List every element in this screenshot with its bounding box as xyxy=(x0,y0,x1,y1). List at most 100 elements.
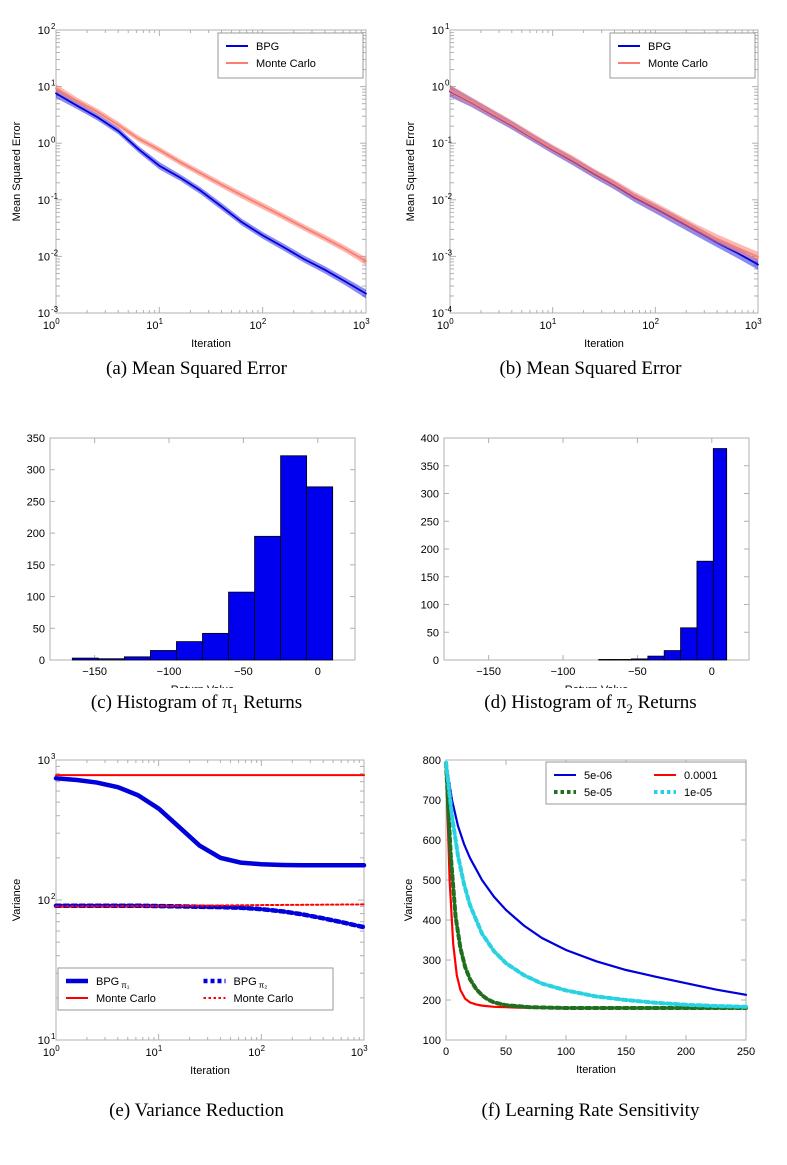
histogram-bar xyxy=(696,560,714,661)
y-tick-label: 350 xyxy=(421,461,439,473)
svg-text:10: 10 xyxy=(38,308,50,320)
x-axis-label: Return Value xyxy=(565,684,628,688)
x-tick-label: −50 xyxy=(234,666,253,678)
svg-text:-2: -2 xyxy=(445,192,452,201)
tick-label: 10 3 xyxy=(353,317,370,332)
y-tick-label: 0 xyxy=(39,655,45,667)
svg-text:3: 3 xyxy=(363,1044,368,1053)
confidence-band xyxy=(56,88,366,299)
tick-label: 10 -4 xyxy=(432,305,453,320)
svg-text:10: 10 xyxy=(353,320,365,332)
data-line xyxy=(444,761,748,1010)
svg-text:3: 3 xyxy=(757,317,762,326)
legend-label: BPG xyxy=(96,976,119,988)
svg-text:0: 0 xyxy=(445,79,450,88)
tick-label: 10 3 xyxy=(38,752,56,767)
plot-d: −150 −100 −50 0 0 50 100 150 200 250 300 350 400 Retu… xyxy=(421,433,750,688)
series-monte-carlo xyxy=(55,903,365,908)
svg-text:2: 2 xyxy=(262,317,266,326)
histogram-bar xyxy=(123,656,151,661)
plot-a: 10 0 10 1 10 2 10 310 -310 -210 -110 010 110 2Iterati… xyxy=(11,22,370,350)
legend-box xyxy=(57,967,334,1011)
x-tick-label: −150 xyxy=(82,666,107,678)
legend-label: BPG xyxy=(648,41,671,53)
data-line xyxy=(444,760,748,1009)
plot-e: 10 0 10 1 10 2 10 310 110 210 3IterationVarianceBP… xyxy=(11,752,368,1077)
tick-label: 10 0 xyxy=(38,135,56,150)
histogram-bars xyxy=(598,448,728,661)
panel-e: 10 0 10 1 10 2 10 3 10 1 10 2 10 3 Iteration Variance BP… xyxy=(0,740,393,1165)
y-tick-label: 300 xyxy=(421,489,439,501)
caption-c-pi: π xyxy=(222,692,232,713)
svg-text:10: 10 xyxy=(432,308,444,320)
tick-label: 10 2 xyxy=(642,317,659,332)
legend-label-sub: π₂ xyxy=(259,981,268,990)
svg-text:10: 10 xyxy=(43,320,55,332)
series-monte-carlo xyxy=(449,84,759,262)
y-tick-label: 700 xyxy=(423,795,441,807)
caption-c-post: Returns xyxy=(238,692,303,713)
legend-box xyxy=(545,761,747,805)
legend-label: Monte Carlo xyxy=(648,58,708,70)
legend-label-sub: π₁ xyxy=(121,981,130,990)
svg-text:10: 10 xyxy=(250,320,262,332)
y-tick-label: 350 xyxy=(27,433,45,445)
plot-b: 10 0 10 1 10 2 10 310 -410 -310 -210 -110 010 1Iterat… xyxy=(405,22,762,350)
histogram-bar xyxy=(71,657,99,661)
series-bpg--- xyxy=(53,776,367,868)
y-tick-label: 200 xyxy=(421,544,439,556)
svg-text:10: 10 xyxy=(38,195,50,207)
histogram-bar xyxy=(176,641,203,661)
x-axis-label: Iteration xyxy=(190,1065,230,1077)
x-tick-label: 250 xyxy=(737,1046,755,1058)
series-monte-carlo xyxy=(55,84,367,266)
caption-b-prefix: (b) xyxy=(499,358,522,379)
y-tick-label: 250 xyxy=(27,496,45,508)
svg-text:10: 10 xyxy=(38,895,50,907)
caption-f-prefix: (f) xyxy=(481,1100,501,1121)
svg-text:-4: -4 xyxy=(445,305,453,314)
tick-label: 10 1 xyxy=(38,79,56,94)
caption-d-pi: π xyxy=(616,692,627,713)
caption-c-pre: Histogram of xyxy=(116,692,223,713)
tick-label: 10 3 xyxy=(745,317,762,332)
histogram-bar xyxy=(631,658,649,661)
x-tick-label: 0 xyxy=(443,1046,449,1058)
tick-label: 10 -2 xyxy=(38,248,58,263)
tick-label: 10 1 xyxy=(146,317,163,332)
tick-label: 10 2 xyxy=(38,22,56,37)
histogram-bar xyxy=(598,659,616,661)
legend: 5e-06 0.0001 5e-05 1e-05 xyxy=(545,761,747,805)
tick-label: 10 2 xyxy=(38,892,56,907)
caption-f-text: Learning Rate Sensitivity xyxy=(505,1100,700,1121)
svg-text:-2: -2 xyxy=(51,248,58,257)
histogram-bar xyxy=(202,632,229,661)
svg-text:10: 10 xyxy=(38,138,50,150)
svg-text:10: 10 xyxy=(642,320,654,332)
y-tick-label: 50 xyxy=(33,623,45,635)
caption-a-prefix: (a) xyxy=(106,358,128,379)
legend-label: 1e-05 xyxy=(684,787,712,799)
caption-d-sub: 2 xyxy=(626,700,633,716)
tick-label: 10 1 xyxy=(432,22,450,37)
x-axis-label: Iteration xyxy=(576,1064,616,1076)
histogram-bar xyxy=(228,591,255,661)
y-tick-label: 400 xyxy=(423,915,441,927)
confidence-band xyxy=(450,84,758,262)
caption-c-sub: 1 xyxy=(231,700,239,716)
svg-text:10: 10 xyxy=(38,1035,50,1047)
x-tick-label: 100 xyxy=(557,1046,575,1058)
histogram-bar xyxy=(712,448,728,661)
svg-text:10: 10 xyxy=(540,320,552,332)
svg-text:10: 10 xyxy=(38,25,50,37)
svg-text:0: 0 xyxy=(51,135,56,144)
tick-label: 10 0 xyxy=(43,317,60,332)
plot-c: −150 −100 −50 0 0 50 100 150 200 250 300 350 Return … xyxy=(27,433,356,688)
caption-f: (f) Learning Rate Sensitivity xyxy=(394,1100,787,1122)
series-bpg--- xyxy=(53,903,367,930)
plot-f: 0 50 100 150 200 250 100 200 300 400 500 600 700 800 I… xyxy=(403,755,755,1076)
y-tick-label: 600 xyxy=(423,835,441,847)
svg-text:10: 10 xyxy=(248,1047,260,1059)
